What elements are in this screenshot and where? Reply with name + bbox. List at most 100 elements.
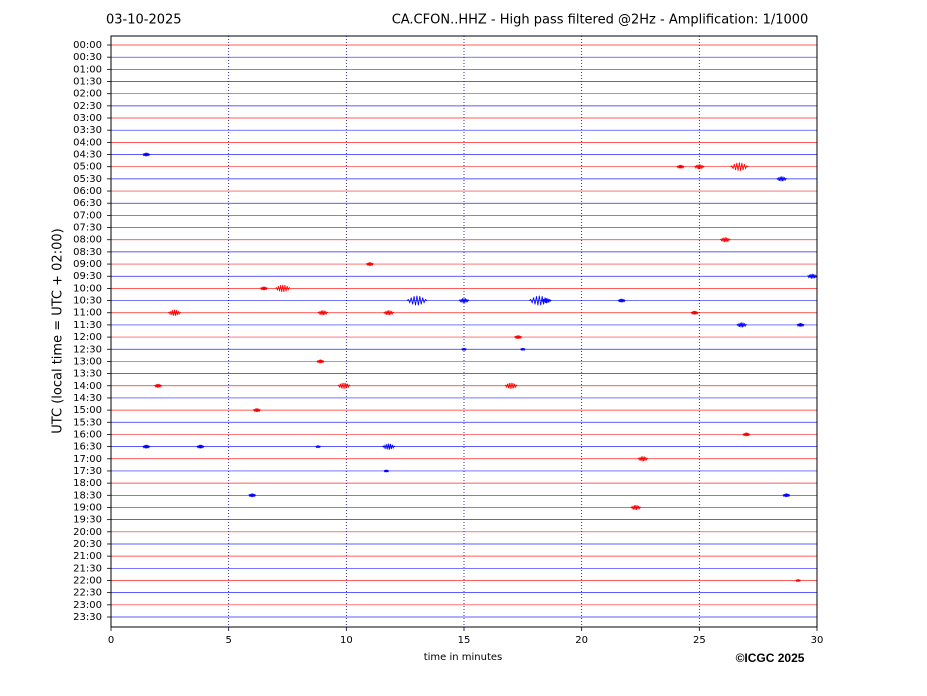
y-tick-label: 13:00 <box>73 356 102 367</box>
y-axis-label: UTC (local time = UTC + 02:00) <box>51 228 66 433</box>
y-tick-label: 21:00 <box>73 551 102 562</box>
seismic-burst <box>730 162 749 171</box>
y-tick-label: 08:00 <box>73 235 102 246</box>
seismic-burst <box>248 493 257 498</box>
y-tick-label: 06:00 <box>73 186 102 197</box>
y-tick-label: 13:30 <box>73 369 102 380</box>
y-tick-label: 14:00 <box>73 381 102 392</box>
seismic-burst <box>637 456 649 462</box>
y-tick-label: 07:30 <box>73 223 102 234</box>
seismic-burst <box>382 443 396 450</box>
seismic-burst <box>142 444 151 449</box>
x-tick-label: 15 <box>458 635 471 646</box>
y-tick-label: 03:30 <box>73 125 102 136</box>
y-tick-label: 19:00 <box>73 502 102 513</box>
y-tick-label: 16:00 <box>73 429 102 440</box>
y-tick-label: 18:30 <box>73 490 102 501</box>
y-tick-label: 20:30 <box>73 539 102 550</box>
seismic-burst <box>383 469 390 473</box>
seismic-burst <box>458 298 470 304</box>
y-tick-label: 15:00 <box>73 405 102 416</box>
seismic-burst <box>317 310 329 316</box>
x-tick-label: 10 <box>340 635 353 646</box>
x-tick-label: 30 <box>811 635 824 646</box>
seismic-burst <box>365 262 374 267</box>
seismic-burst <box>776 176 787 182</box>
y-tick-label: 14:30 <box>73 393 102 404</box>
plot-frame <box>110 35 818 628</box>
x-tick-label: 20 <box>575 635 588 646</box>
seismic-burst <box>617 298 626 303</box>
seismic-burst <box>690 310 699 315</box>
seismic-burst <box>719 237 731 243</box>
seismic-burst <box>541 298 552 304</box>
seismic-burst <box>796 323 805 327</box>
y-tick-label: 18:00 <box>73 478 102 489</box>
y-tick-label: 12:00 <box>73 332 102 343</box>
y-tick-label: 01:30 <box>73 77 102 88</box>
seismic-burst <box>630 504 642 510</box>
seismic-burst <box>461 347 467 351</box>
y-tick-label: 02:00 <box>73 89 102 100</box>
seismic-burst <box>337 382 351 389</box>
y-tick-label: 15:30 <box>73 417 102 428</box>
x-tick-label: 5 <box>225 635 231 646</box>
seismic-burst <box>694 164 705 170</box>
y-tick-label: 04:00 <box>73 137 102 148</box>
y-tick-label: 07:00 <box>73 210 102 221</box>
seismic-burst <box>316 359 325 364</box>
y-tick-label: 05:00 <box>73 162 102 173</box>
x-axis-label: time in minutes <box>424 652 503 663</box>
y-tick-label: 06:30 <box>73 198 102 209</box>
y-tick-label: 19:30 <box>73 515 102 526</box>
seismic-burst <box>504 382 518 389</box>
seismic-burst <box>676 164 685 169</box>
y-tick-label: 17:30 <box>73 466 102 477</box>
seismic-burst <box>315 445 321 449</box>
y-tick-label: 10:30 <box>73 296 102 307</box>
y-tick-label: 11:00 <box>73 308 102 319</box>
seismic-burst <box>142 152 151 157</box>
x-tick-label: 25 <box>693 635 706 646</box>
date-title: 03-10-2025 <box>106 13 182 28</box>
seismic-burst <box>782 493 791 498</box>
y-tick-label: 22:00 <box>73 575 102 586</box>
y-tick-label: 01:00 <box>73 64 102 75</box>
y-tick-label: 11:30 <box>73 320 102 331</box>
seismic-burst <box>736 322 747 328</box>
seismic-burst <box>168 309 182 316</box>
y-tick-label: 09:30 <box>73 271 102 282</box>
seismic-burst <box>154 383 163 388</box>
seismic-burst <box>252 408 261 413</box>
seismic-burst <box>742 432 751 437</box>
y-tick-label: 20:00 <box>73 527 102 538</box>
y-tick-label: 00:30 <box>73 52 102 63</box>
seismic-burst <box>406 295 428 306</box>
chart-title: CA.CFON..HHZ - High pass filtered @2Hz -… <box>392 13 809 28</box>
y-tick-label: 22:30 <box>73 588 102 599</box>
y-tick-label: 16:30 <box>73 442 102 453</box>
seismic-burst <box>196 444 205 449</box>
seismic-burst <box>520 347 526 351</box>
seismic-burst <box>383 310 394 316</box>
y-tick-label: 10:00 <box>73 283 102 294</box>
y-tick-label: 09:00 <box>73 259 102 270</box>
y-tick-label: 23:00 <box>73 600 102 611</box>
seismic-burst <box>275 284 291 293</box>
y-tick-label: 00:00 <box>73 40 102 51</box>
seismic-burst <box>514 335 523 340</box>
copyright: ©ICGC 2025 <box>736 651 805 665</box>
seismic-burst <box>259 286 268 291</box>
seismic-burst <box>795 579 801 583</box>
y-tick-label: 23:30 <box>73 612 102 623</box>
y-tick-label: 17:00 <box>73 454 102 465</box>
y-tick-label: 21:30 <box>73 563 102 574</box>
x-tick-label: 0 <box>108 635 114 646</box>
y-tick-label: 08:30 <box>73 247 102 258</box>
y-tick-label: 04:30 <box>73 150 102 161</box>
seismic-burst <box>807 273 818 279</box>
y-tick-label: 02:30 <box>73 101 102 112</box>
y-tick-label: 03:00 <box>73 113 102 124</box>
